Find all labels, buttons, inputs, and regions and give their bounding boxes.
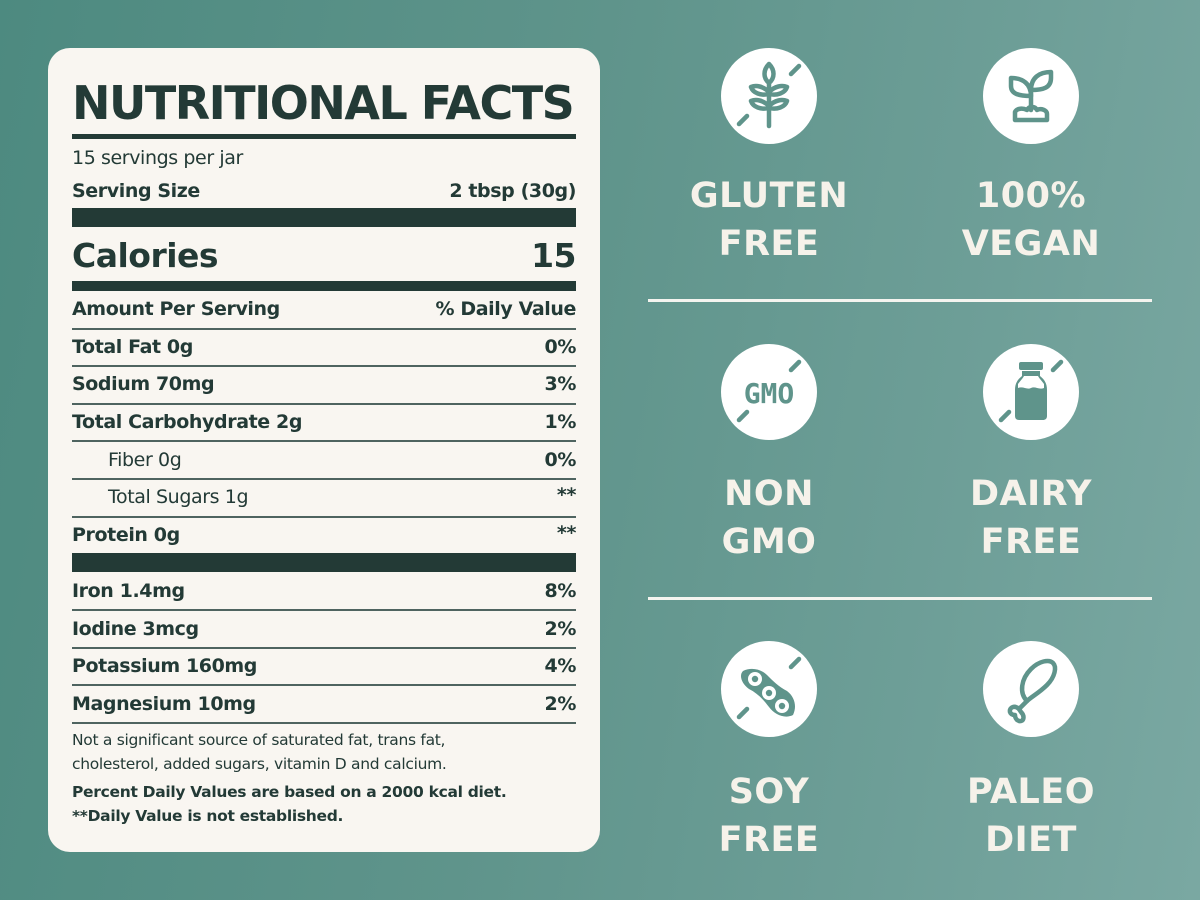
soybean-crossed-icon bbox=[721, 641, 817, 737]
badge-line2: GMO bbox=[721, 522, 817, 562]
minerals-thick-rule bbox=[72, 553, 576, 572]
badge-line2: DIET bbox=[985, 820, 1077, 860]
row-divider bbox=[72, 647, 576, 649]
row-divider bbox=[72, 440, 576, 442]
row-divider bbox=[72, 684, 576, 686]
nutrient-dv: 3% bbox=[544, 373, 577, 395]
mineral-label: Magnesium 10mg bbox=[72, 693, 256, 715]
nutrient-label: Fiber 0g bbox=[108, 449, 182, 471]
calories-label: Calories bbox=[72, 236, 219, 275]
nutrition-facts-card bbox=[48, 48, 600, 852]
row-divider bbox=[72, 609, 576, 611]
serving-thick-rule bbox=[72, 208, 576, 227]
svg-text:GMO: GMO bbox=[744, 377, 795, 410]
mineral-dv: 2% bbox=[544, 618, 577, 640]
footnote-dv-not-established: **Daily Value is not established. bbox=[72, 807, 344, 825]
nutrient-dv: 0% bbox=[544, 336, 577, 358]
badge-line2: FREE bbox=[718, 820, 820, 860]
amount-per-serving-header: Amount Per Serving bbox=[72, 298, 280, 320]
nutrient-dv: 0% bbox=[544, 449, 577, 471]
footnote-line: Not a significant source of saturated fa… bbox=[72, 731, 446, 749]
badge-line1: PALEO bbox=[967, 772, 1095, 812]
row-divider bbox=[72, 365, 576, 367]
badge-line1: 100% bbox=[975, 176, 1087, 216]
nutrient-label: Total Fat 0g bbox=[72, 336, 193, 358]
badge-line1: GLUTEN bbox=[689, 176, 849, 216]
milk-bottle-crossed-icon bbox=[983, 344, 1079, 440]
nutrient-dv: 1% bbox=[544, 411, 577, 433]
mineral-dv: 2% bbox=[544, 693, 577, 715]
servings-per-jar: 15 servings per jar bbox=[72, 147, 243, 169]
row-divider bbox=[72, 516, 576, 518]
mineral-dv: 4% bbox=[544, 655, 577, 677]
badge-divider bbox=[648, 299, 1152, 302]
nutrient-dv: ** bbox=[556, 484, 576, 506]
gmo-crossed-icon: GMO bbox=[721, 344, 817, 440]
badge-line2: FREE bbox=[980, 522, 1082, 562]
badge-divider bbox=[648, 597, 1152, 600]
row-divider bbox=[72, 328, 576, 330]
sprout-icon bbox=[983, 48, 1079, 144]
badge-line2: FREE bbox=[718, 224, 820, 264]
mineral-label: Potassium 160mg bbox=[72, 655, 258, 677]
nutrient-dv: ** bbox=[556, 522, 576, 544]
badge-line1: DAIRY bbox=[969, 474, 1093, 514]
serving-size-label: Serving Size bbox=[72, 180, 200, 202]
badge-line1: SOY bbox=[728, 772, 810, 812]
chicken-leg-icon bbox=[983, 641, 1079, 737]
nutrient-label: Protein 0g bbox=[72, 524, 180, 546]
mineral-dv: 8% bbox=[544, 580, 577, 602]
nutrient-label: Sodium 70mg bbox=[72, 373, 215, 395]
serving-size-value: 2 tbsp (30g) bbox=[449, 180, 576, 202]
row-divider bbox=[72, 722, 576, 724]
mineral-label: Iron 1.4mg bbox=[72, 580, 185, 602]
nutrient-label: Total Carbohydrate 2g bbox=[72, 411, 303, 433]
badge-line1: NON bbox=[724, 474, 814, 514]
calories-value: 15 bbox=[531, 236, 576, 275]
daily-value-header: % Daily Value bbox=[435, 298, 577, 320]
title-rule bbox=[72, 134, 576, 139]
footnote-dv-basis: Percent Daily Values are based on a 2000… bbox=[72, 783, 507, 801]
nutrient-label: Total Sugars 1g bbox=[108, 486, 249, 508]
wheat-crossed-icon bbox=[721, 48, 817, 144]
calories-rule bbox=[72, 281, 576, 291]
nutrition-title: NUTRITIONAL FACTS bbox=[72, 76, 575, 130]
row-divider bbox=[72, 478, 576, 480]
row-divider bbox=[72, 403, 576, 405]
mineral-label: Iodine 3mcg bbox=[72, 618, 199, 640]
badge-line2: VEGAN bbox=[961, 224, 1101, 264]
footnote-line: cholesterol, added sugars, vitamin D and… bbox=[72, 755, 447, 773]
